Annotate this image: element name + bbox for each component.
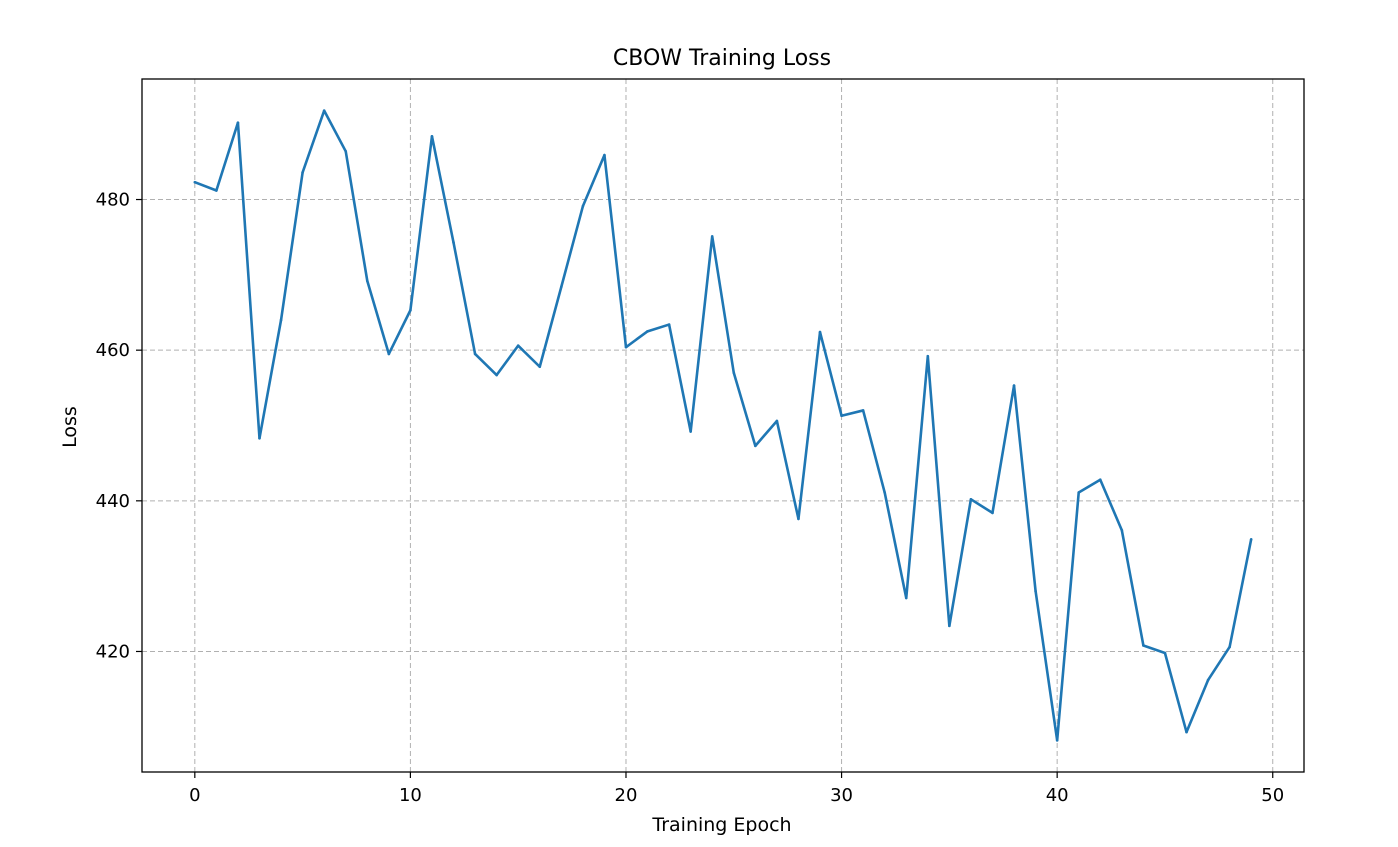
data-point bbox=[516, 344, 520, 347]
data-point bbox=[495, 373, 498, 377]
data-point bbox=[861, 409, 865, 412]
data-point bbox=[387, 352, 391, 356]
series-group bbox=[193, 109, 1253, 742]
data-point bbox=[193, 180, 197, 184]
data-point bbox=[560, 285, 563, 289]
plot-frame bbox=[141, 78, 1305, 773]
y-tick-label: 420 bbox=[96, 641, 130, 662]
data-point bbox=[473, 352, 477, 356]
data-point bbox=[1249, 537, 1253, 541]
data-point bbox=[1228, 645, 1231, 649]
axis-ticks: 0 10 20 30 40 50 420 440 460 480 bbox=[96, 190, 1285, 806]
data-point bbox=[1120, 528, 1124, 532]
data-point bbox=[646, 330, 649, 333]
data-point bbox=[948, 624, 951, 628]
data-point bbox=[926, 354, 930, 358]
x-axis-label: Training Epoch bbox=[651, 814, 791, 836]
data-point bbox=[279, 318, 283, 322]
data-point bbox=[322, 109, 326, 112]
data-point bbox=[1142, 644, 1145, 647]
data-point bbox=[1163, 651, 1167, 655]
data-point bbox=[301, 171, 304, 174]
data-point bbox=[1098, 478, 1102, 482]
data-point bbox=[1077, 491, 1081, 494]
chart-title: CBOW Training Loss bbox=[613, 46, 831, 71]
data-point bbox=[991, 511, 994, 515]
data-point bbox=[581, 205, 585, 208]
data-point bbox=[754, 444, 757, 448]
y-tick-label: 480 bbox=[96, 190, 130, 211]
x-tick-label: 30 bbox=[830, 785, 853, 806]
data-point bbox=[840, 414, 843, 418]
x-tick-label: 40 bbox=[1046, 785, 1069, 806]
data-point bbox=[409, 308, 412, 312]
x-tick-label: 10 bbox=[399, 785, 422, 806]
data-point bbox=[452, 241, 455, 244]
gridlines bbox=[142, 79, 1304, 772]
data-point bbox=[430, 134, 434, 138]
data-point bbox=[1034, 589, 1037, 593]
x-tick-label: 0 bbox=[189, 785, 200, 806]
data-point bbox=[732, 371, 736, 375]
data-point bbox=[818, 330, 822, 334]
data-point bbox=[797, 517, 800, 521]
data-point bbox=[710, 235, 714, 238]
data-point bbox=[883, 491, 886, 494]
data-point bbox=[1206, 678, 1210, 682]
data-point bbox=[904, 596, 908, 600]
data-point bbox=[236, 121, 240, 124]
data-point bbox=[969, 498, 973, 501]
x-tick-label: 50 bbox=[1261, 785, 1284, 806]
data-point bbox=[775, 419, 779, 423]
data-point bbox=[344, 150, 348, 153]
data-point bbox=[624, 345, 628, 349]
series-line bbox=[194, 109, 1253, 742]
data-point bbox=[258, 437, 261, 440]
data-point bbox=[1012, 384, 1016, 387]
data-point bbox=[603, 153, 606, 157]
data-point bbox=[215, 189, 218, 192]
x-tick-label: 20 bbox=[615, 785, 638, 806]
y-axis-label: Loss bbox=[59, 406, 81, 448]
y-tick-label: 460 bbox=[96, 340, 130, 361]
y-tick-label: 440 bbox=[96, 491, 130, 512]
data-point bbox=[538, 365, 542, 369]
data-point bbox=[1055, 739, 1059, 742]
data-point bbox=[667, 323, 671, 326]
data-point bbox=[1185, 730, 1188, 734]
data-point bbox=[689, 430, 692, 433]
data-point bbox=[365, 279, 369, 283]
